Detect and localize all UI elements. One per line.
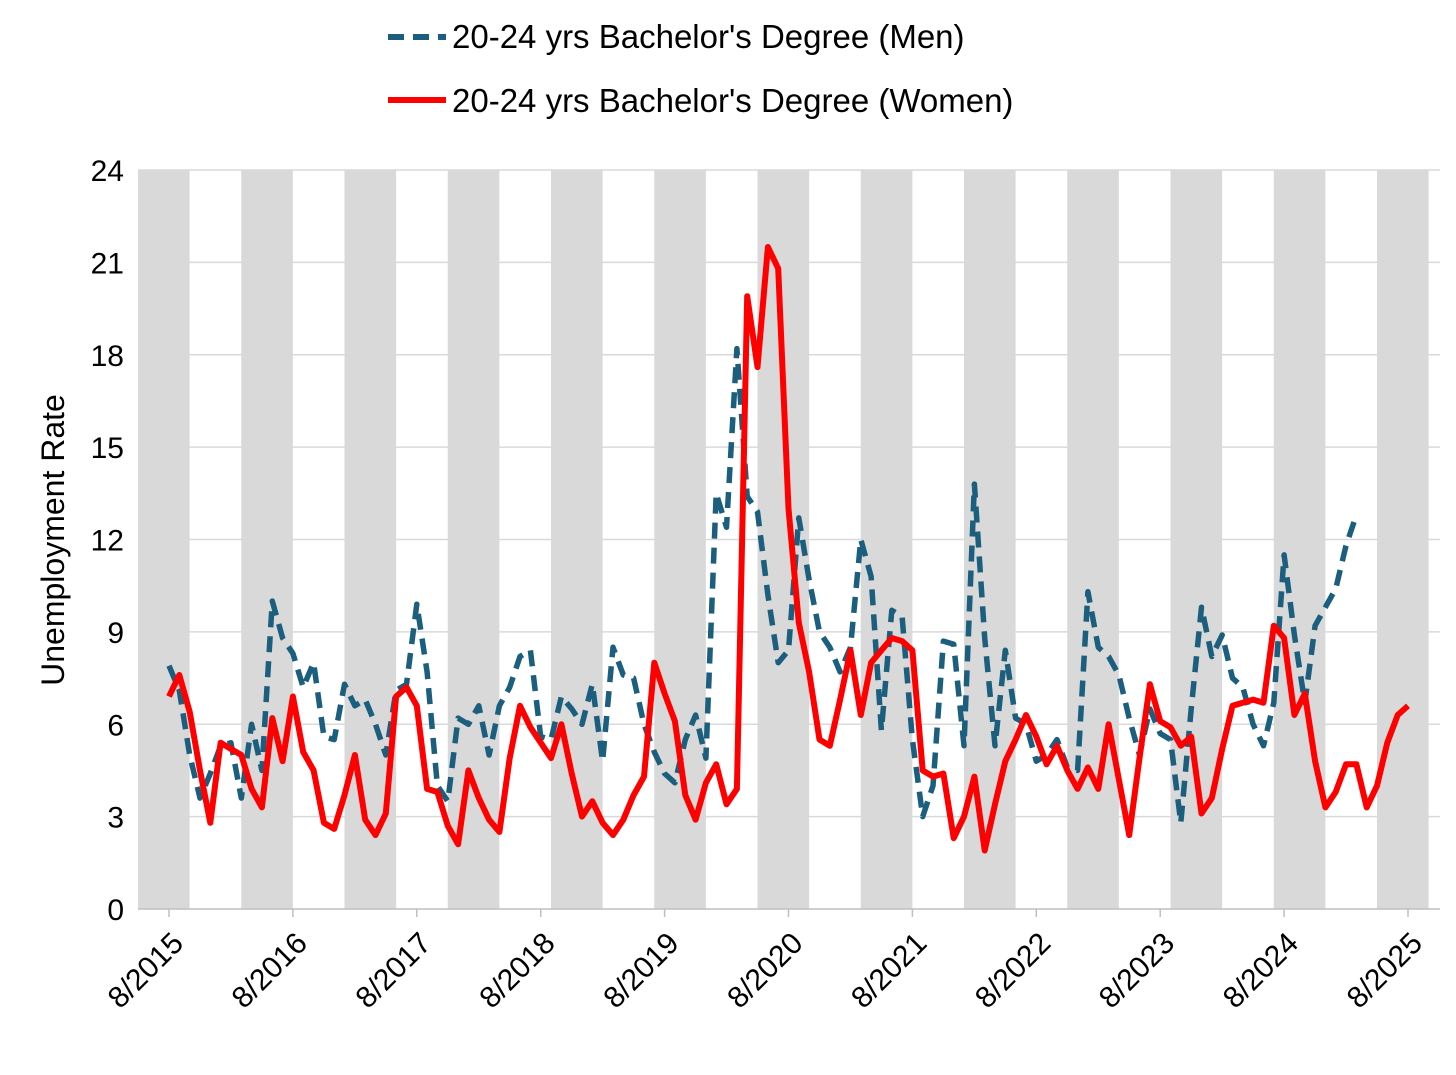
y-tick-label: 21 (91, 247, 124, 280)
legend-label-men: 20-24 yrs Bachelor's Degree (Men) (452, 18, 965, 55)
series-line-women (166, 244, 1410, 854)
y-tick-label: 24 (91, 155, 124, 188)
y-tick-label: 3 (107, 802, 124, 835)
y-tick-label: 6 (107, 709, 124, 742)
y-tick-label: 9 (107, 617, 124, 650)
series-lines (166, 244, 1410, 854)
legend: 20-24 yrs Bachelor's Degree (Men) 20-24 … (388, 18, 1013, 119)
x-tick-label: 8/2015 (102, 927, 190, 1015)
x-tick-label: 8/2022 (969, 927, 1057, 1015)
x-tick-label: 8/2020 (721, 927, 809, 1015)
x-tick-label: 8/2017 (350, 927, 438, 1015)
x-axis: 8/2015 8/2016 8/2017 8/2018 8/2019 8/2020 8/20… (102, 908, 1440, 1015)
y-axis-ticks: 0 3 6 9 12 15 18 21 24 (91, 155, 124, 927)
y-tick-label: 0 (107, 894, 124, 927)
legend-label-women: 20-24 yrs Bachelor's Degree (Women) (452, 82, 1013, 119)
x-tick-label: 8/2021 (845, 927, 933, 1015)
y-tick-label: 12 (91, 525, 124, 558)
y-tick-label: 15 (91, 432, 124, 465)
x-tick-label: 8/2019 (597, 927, 685, 1015)
x-tick-label: 8/2025 (1341, 927, 1429, 1015)
y-axis-title: Unemployment Rate (35, 394, 71, 686)
x-tick-label: 8/2024 (1217, 927, 1305, 1015)
y-tick-label: 18 (91, 340, 124, 373)
series-line-men (166, 345, 1360, 826)
x-tick-label: 8/2016 (226, 927, 314, 1015)
gridlines (138, 169, 1440, 818)
x-tick-label: 8/2023 (1093, 927, 1181, 1015)
x-tick-label: 8/2018 (473, 927, 561, 1015)
